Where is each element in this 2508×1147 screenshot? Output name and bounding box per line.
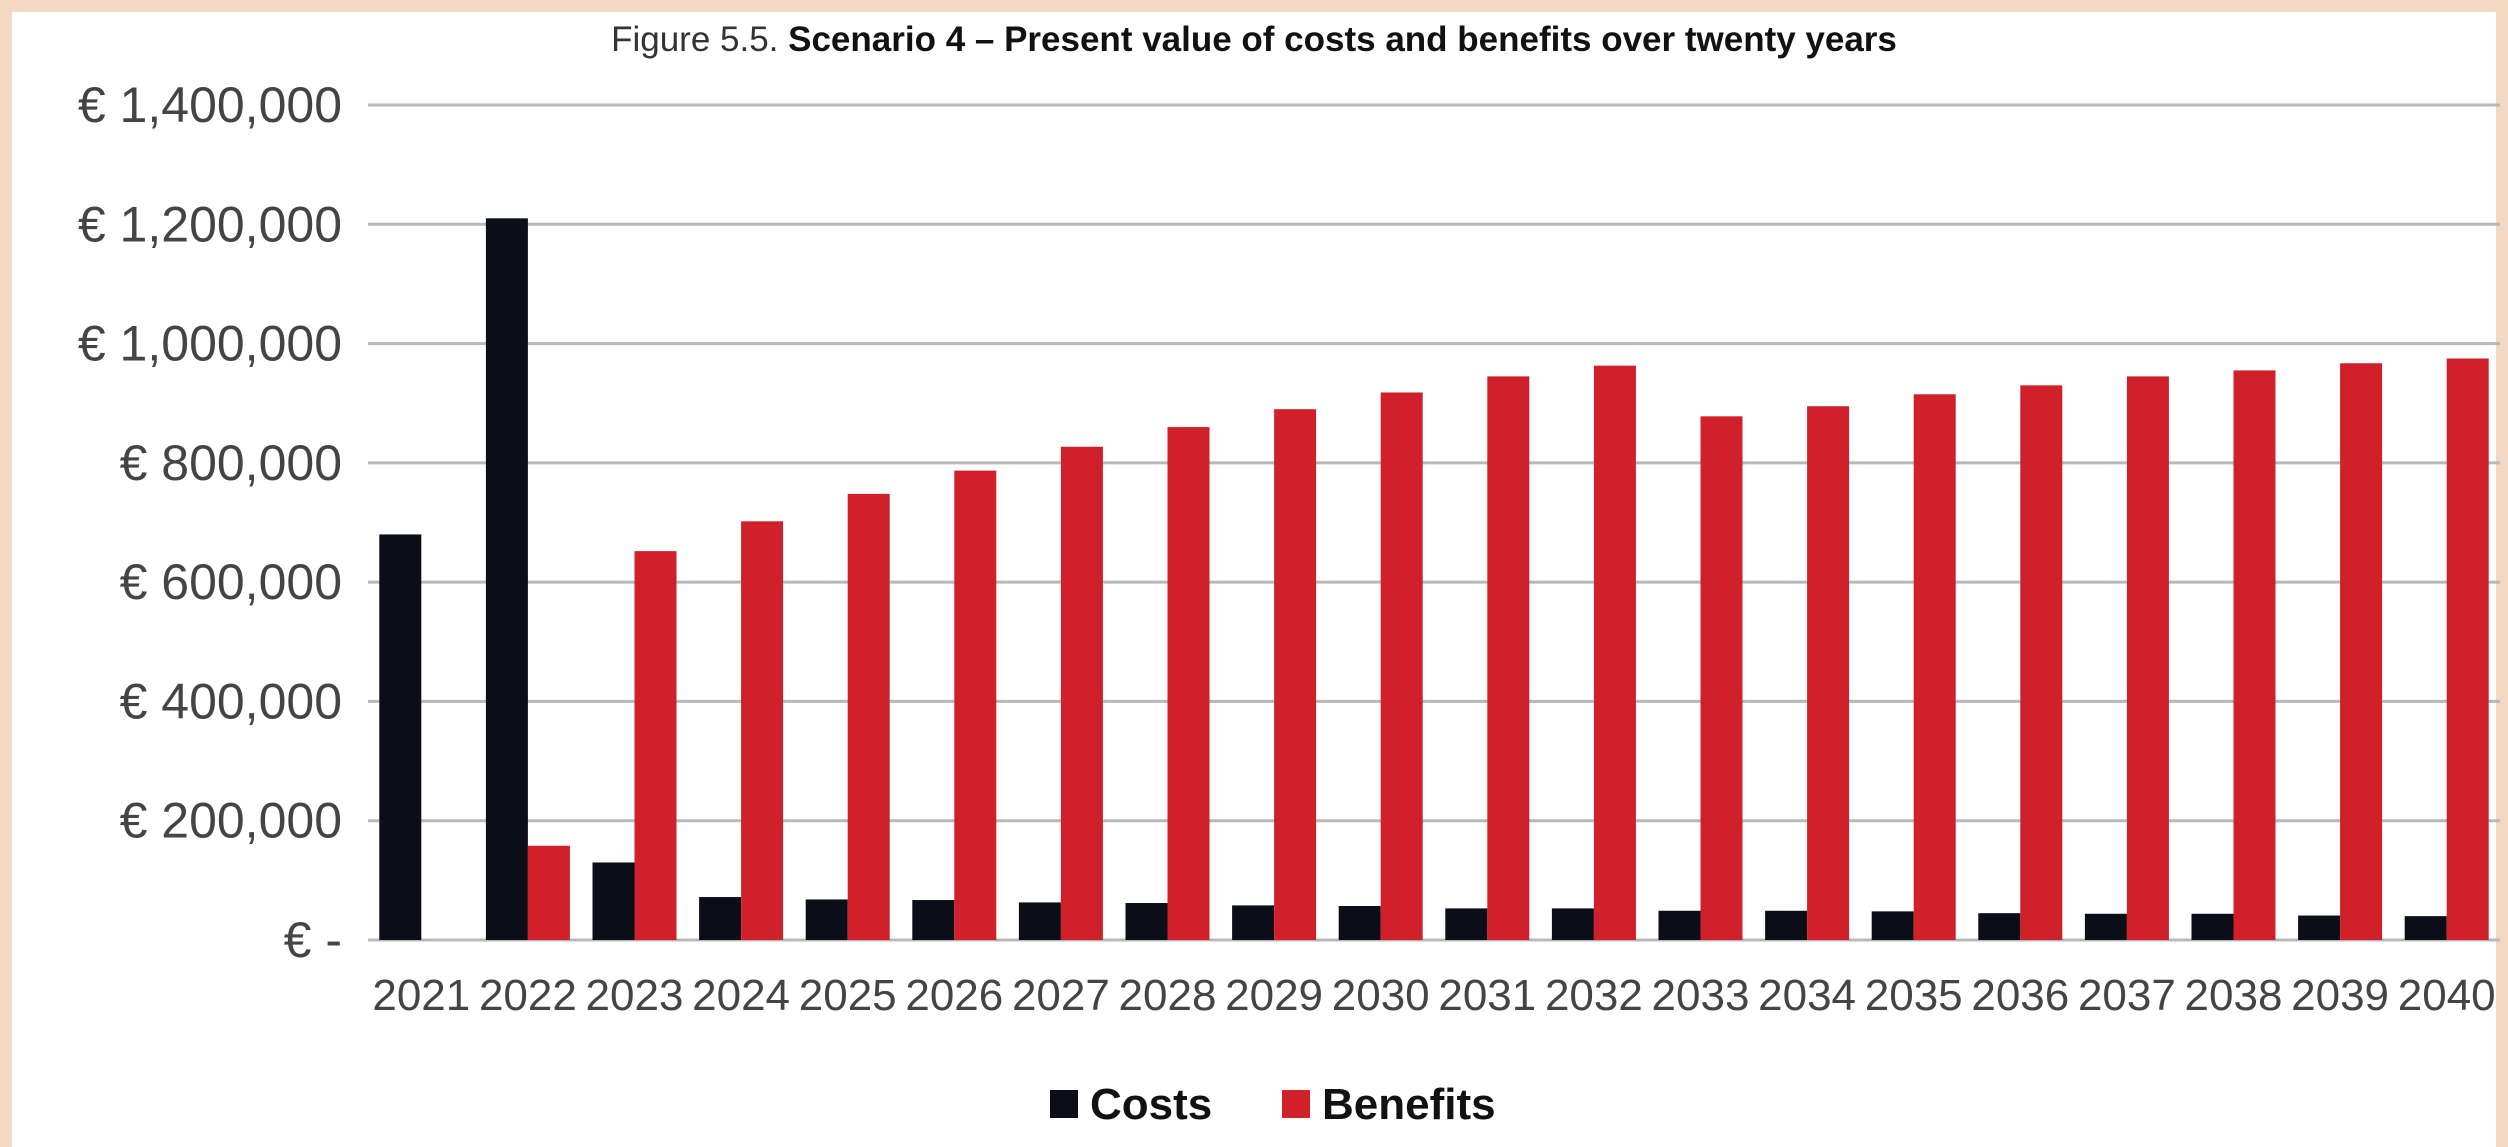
bar-benefits-2027 <box>1060 446 1103 940</box>
bar-benefits-2036 <box>2020 385 2063 941</box>
bar-costs-2026 <box>912 900 955 940</box>
legend-label-costs: Costs <box>1090 1080 1212 1129</box>
x-tick-label: 2032 <box>1545 971 1643 1020</box>
y-tick-label: € 400,000 <box>120 673 342 729</box>
bar-benefits-2030 <box>1380 392 1423 940</box>
bar-benefits-2031 <box>1487 376 1530 940</box>
bar-costs-2035 <box>1871 911 1914 940</box>
figure-title: Figure 5.5. Scenario 4 – Present value o… <box>0 20 2508 60</box>
x-tick-label: 2037 <box>2078 971 2176 1020</box>
legend-label-benefits: Benefits <box>1322 1080 1496 1129</box>
bar-costs-2037 <box>2084 913 2127 940</box>
bar-benefits-2029 <box>1274 409 1317 940</box>
x-tick-label: 2023 <box>586 971 684 1020</box>
bar-costs-2030 <box>1338 906 1381 940</box>
bar-costs-2027 <box>1018 902 1061 940</box>
x-tick-label: 2030 <box>1332 971 1430 1020</box>
x-tick-label: 2040 <box>2398 971 2496 1020</box>
bar-benefits-2039 <box>2340 363 2383 941</box>
bar-benefits-2026 <box>954 470 997 940</box>
legend-swatch-benefits <box>1282 1090 1310 1118</box>
x-tick-label: 2026 <box>905 971 1003 1020</box>
bar-benefits-2023 <box>634 551 677 940</box>
x-tick-label: 2034 <box>1758 971 1856 1020</box>
bar-benefits-2038 <box>2233 370 2276 940</box>
bar-benefits-2033 <box>1700 416 1743 941</box>
bar-benefits-2040 <box>2446 358 2489 940</box>
gridlines <box>368 103 2500 942</box>
bar-costs-2025 <box>805 899 848 940</box>
x-axis-ticks: 2021 2022 2023 2024 2025 2026 2027 2028 2029 2030… <box>372 971 2495 1020</box>
bar-benefits-2028 <box>1167 427 1210 941</box>
bar-costs-2028 <box>1125 903 1168 940</box>
bar-benefits-2037 <box>2126 376 2169 940</box>
bar-costs-2021 <box>379 534 422 940</box>
y-tick-label: € 1,200,000 <box>78 196 342 252</box>
y-tick-label: € - <box>284 912 342 968</box>
y-axis-ticks: € - € 200,000 € 400,000 € 600,000 € 800,000 €… <box>78 77 342 968</box>
bar-costs-2036 <box>1978 913 2021 940</box>
bar-costs-2039 <box>2298 915 2341 940</box>
bar-costs-2023 <box>592 862 635 940</box>
x-tick-label: 2028 <box>1119 971 1217 1020</box>
y-tick-label: € 200,000 <box>120 793 342 849</box>
y-tick-label: € 600,000 <box>120 554 342 610</box>
bar-benefits-2035 <box>1913 394 1956 941</box>
bar-benefits-2022 <box>527 845 570 940</box>
bar-costs-2032 <box>1551 908 1594 940</box>
bar-benefits-2024 <box>741 521 784 940</box>
x-tick-label: 2024 <box>692 971 790 1020</box>
bar-benefits-2025 <box>847 493 890 940</box>
bar-benefits-2032 <box>1593 365 1636 940</box>
x-tick-label: 2021 <box>372 971 470 1020</box>
x-tick-label: 2031 <box>1438 971 1536 1020</box>
bar-costs-2031 <box>1445 908 1488 940</box>
x-tick-label: 2022 <box>479 971 577 1020</box>
x-tick-label: 2038 <box>2185 971 2283 1020</box>
legend: Costs Benefits <box>1050 1080 1496 1129</box>
x-tick-label: 2029 <box>1225 971 1323 1020</box>
chart-panel <box>12 12 2496 1147</box>
bar-costs-2040 <box>2404 916 2447 940</box>
figure-number: Figure 5.5. <box>611 20 779 59</box>
x-tick-label: 2036 <box>1971 971 2069 1020</box>
y-tick-label: € 1,000,000 <box>78 316 342 372</box>
y-tick-label: € 800,000 <box>120 435 342 491</box>
bars <box>379 218 2489 941</box>
x-tick-label: 2035 <box>1865 971 1963 1020</box>
x-tick-label: 2039 <box>2291 971 2389 1020</box>
bar-costs-2038 <box>2191 913 2234 940</box>
x-tick-label: 2025 <box>799 971 897 1020</box>
bar-costs-2034 <box>1765 910 1808 940</box>
y-tick-label: € 1,400,000 <box>78 77 342 133</box>
bar-benefits-2034 <box>1807 406 1850 941</box>
bar-costs-2022 <box>485 218 528 941</box>
bar-costs-2029 <box>1232 905 1275 940</box>
x-tick-label: 2033 <box>1652 971 1750 1020</box>
legend-swatch-costs <box>1050 1090 1078 1118</box>
bar-costs-2033 <box>1658 910 1701 940</box>
x-tick-label: 2027 <box>1012 971 1110 1020</box>
figure-title-text: Scenario 4 – Present value of costs and … <box>788 20 1897 59</box>
bar-costs-2024 <box>699 897 742 940</box>
